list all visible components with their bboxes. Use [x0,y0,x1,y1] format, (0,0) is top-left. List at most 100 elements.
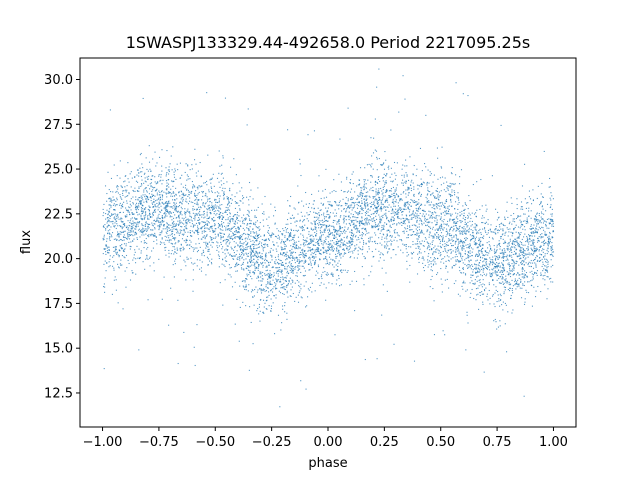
data-point [523,260,525,262]
data-point [511,270,513,272]
data-point [294,266,296,268]
data-point [532,227,534,229]
data-point [112,246,114,248]
data-point [318,215,321,217]
data-point [218,266,220,268]
data-point [171,195,174,197]
data-point [500,282,502,284]
data-point [395,174,397,177]
data-point [181,202,183,204]
data-point [386,198,388,200]
data-point [134,190,136,192]
data-point [165,210,167,212]
data-point [474,283,476,285]
data-point [225,219,227,221]
data-point [303,242,305,244]
data-point [550,220,552,222]
data-point [448,256,450,258]
data-point [177,169,179,171]
data-point [187,208,189,210]
data-point [173,246,175,248]
data-point [113,279,115,281]
data-point [172,264,174,266]
data-point [364,195,366,197]
data-point [514,226,516,229]
data-point [353,227,355,229]
data-point [400,198,402,200]
data-point [182,199,184,201]
data-point [450,252,452,254]
data-point [201,216,203,218]
data-point [381,199,383,201]
data-point [170,193,172,195]
data-point [532,242,534,244]
data-point [407,203,409,205]
data-point [512,240,514,242]
data-point [176,206,178,208]
data-point [457,220,459,223]
data-point [528,237,531,239]
data-point [325,237,327,239]
data-point [484,258,486,260]
data-point [152,203,154,205]
data-point [135,204,137,206]
data-point [496,328,498,330]
data-point [248,245,250,248]
chart-title: 1SWASPJ133329.44-492658.0 Period 2217095… [126,33,531,52]
data-point [407,189,409,191]
data-point [310,264,312,266]
data-point [122,231,125,233]
data-point [357,230,359,232]
data-point [404,202,406,204]
data-point [405,180,407,182]
data-point [180,231,182,233]
data-point [369,236,371,238]
data-point [212,230,214,232]
data-point [489,274,491,276]
data-point [230,202,232,204]
data-point [494,229,496,231]
data-point [205,192,207,194]
data-point [192,263,194,265]
data-point [546,269,548,271]
data-point [483,284,486,286]
data-point [172,146,174,148]
data-point [513,269,515,271]
data-point [133,224,135,226]
data-point [392,186,395,189]
data-point [436,204,438,206]
data-point [372,218,374,220]
data-point [540,272,542,274]
data-point [530,265,532,268]
data-point [211,219,213,221]
data-point [413,186,415,188]
data-point [324,228,326,230]
data-point [417,210,419,212]
data-point [250,252,253,254]
data-point [135,180,137,182]
data-point [278,281,281,283]
data-point [219,186,221,188]
data-point [312,239,314,241]
data-point [135,206,137,208]
data-point [146,248,148,250]
data-point [294,248,296,250]
data-point [438,199,440,201]
data-point [285,253,287,255]
data-point [508,283,510,285]
data-point [270,203,272,205]
data-point [106,209,108,211]
data-point [353,257,355,259]
data-point [345,252,347,254]
data-point [533,259,535,261]
data-point [210,186,212,188]
data-point [231,238,234,241]
data-point [375,224,377,226]
data-point [482,303,484,305]
data-point [170,180,173,182]
data-point [281,248,283,250]
data-point [303,219,306,221]
data-point [130,227,132,229]
data-point [173,234,176,236]
data-point [407,237,409,239]
